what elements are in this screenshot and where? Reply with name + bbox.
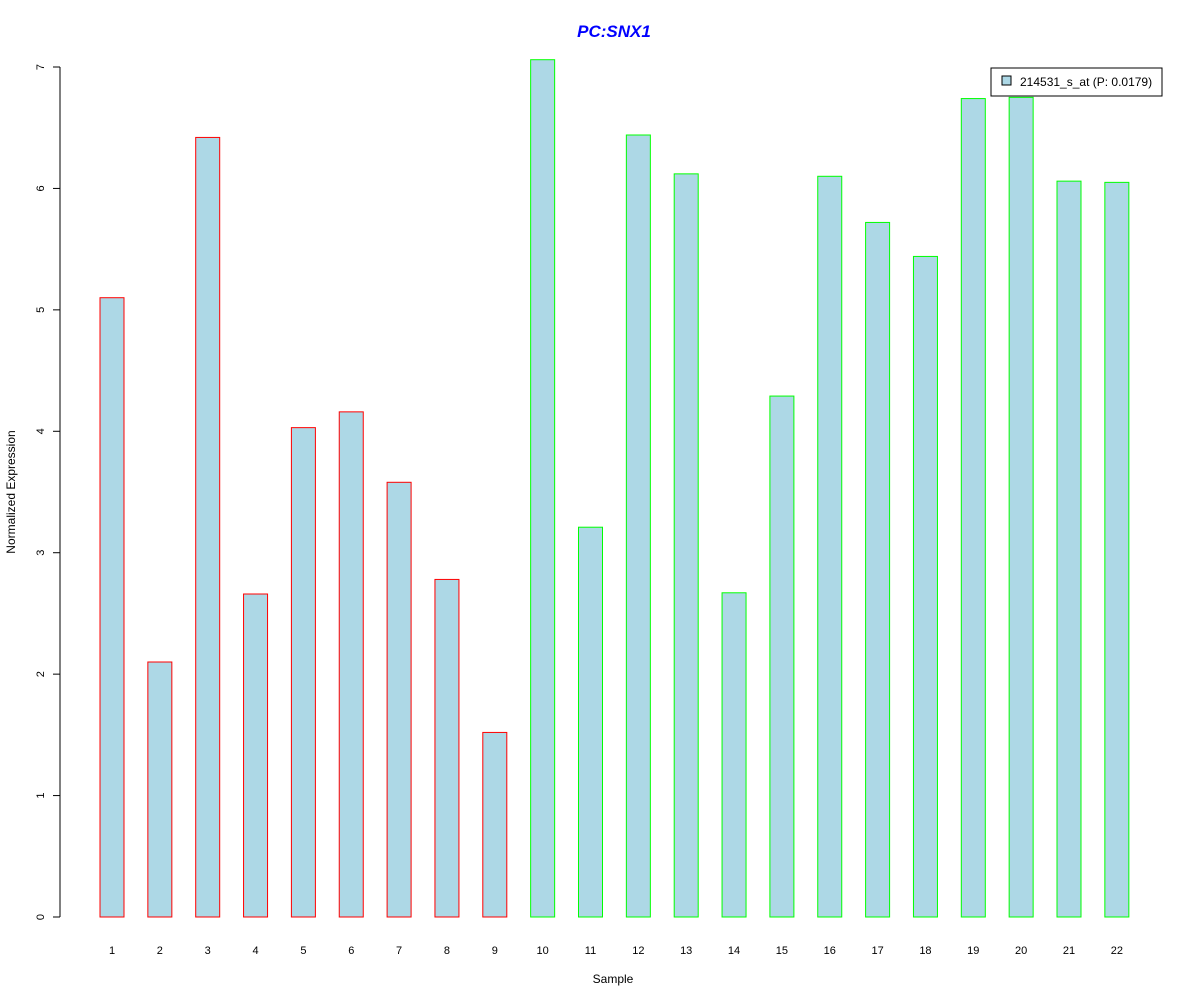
x-tick-label: 5 xyxy=(300,945,306,957)
bar-sample-5 xyxy=(290,427,316,918)
x-tick-label: 20 xyxy=(1015,945,1027,957)
bar-sample-3 xyxy=(195,136,221,918)
x-tick-label: 8 xyxy=(444,945,450,957)
y-tick-label: 4 xyxy=(35,428,47,434)
y-tick-label: 6 xyxy=(35,185,47,191)
y-tick-label: 7 xyxy=(35,64,47,70)
x-tick-label: 3 xyxy=(205,945,211,957)
bar-sample-14 xyxy=(721,592,747,918)
bar-sample-11 xyxy=(578,526,603,918)
x-tick-label: 22 xyxy=(1111,945,1123,957)
x-tick-label: 6 xyxy=(348,945,354,957)
x-tick-label: 4 xyxy=(252,945,258,957)
y-tick-label: 2 xyxy=(35,671,47,677)
bar-sample-22 xyxy=(1104,181,1130,918)
legend: 214531_s_at (P: 0.0179) xyxy=(990,67,1163,97)
x-tick-label: 17 xyxy=(871,945,883,957)
bar-sample-19 xyxy=(960,98,986,918)
bar-sample-18 xyxy=(912,255,938,918)
bar-sample-2 xyxy=(147,661,173,918)
x-tick-label: 7 xyxy=(396,945,402,957)
x-tick-label: 11 xyxy=(585,945,596,957)
bar-sample-21 xyxy=(1056,180,1082,918)
x-tick-label: 13 xyxy=(680,945,692,957)
x-tick-label: 1 xyxy=(109,945,115,957)
y-tick-label: 5 xyxy=(35,307,47,313)
x-tick-label: 19 xyxy=(967,945,979,957)
bar-sample-1 xyxy=(99,297,125,918)
bar-sample-4 xyxy=(243,593,269,918)
y-tick-label: 0 xyxy=(35,914,47,920)
bar-sample-12 xyxy=(625,134,651,918)
x-tick-label: 12 xyxy=(632,945,644,957)
bar-sample-10 xyxy=(530,59,556,918)
bar-sample-9 xyxy=(482,731,508,918)
x-tick-label: 15 xyxy=(776,945,788,957)
bars xyxy=(99,59,1130,918)
y-axis-label: Normalized Expression xyxy=(4,430,18,553)
bar-sample-15 xyxy=(769,395,795,918)
x-tick-label: 9 xyxy=(492,945,498,957)
chart-title: PC:SNX1 xyxy=(577,22,651,41)
x-tick-label: 14 xyxy=(728,945,740,957)
x-tick-label: 10 xyxy=(537,945,549,957)
bar-sample-8 xyxy=(434,578,460,918)
y-tick-label: 1 xyxy=(35,793,47,799)
legend-box xyxy=(990,67,1163,97)
x-axis-label: Sample xyxy=(593,972,634,986)
x-tick-label: 21 xyxy=(1063,945,1075,957)
y-tick-label: 3 xyxy=(35,550,47,556)
x-tick-label: 18 xyxy=(919,945,931,957)
bar-sample-7 xyxy=(386,481,412,918)
x-tick-labels: 1 2 3 4 5 6 7 8 9 10 11 12 13 14 15 16 17 18 19 20 21 22 xyxy=(109,945,1123,957)
x-tick-label: 16 xyxy=(824,945,836,957)
bar-sample-17 xyxy=(865,221,891,918)
legend-label: 214531_s_at (P: 0.0179) xyxy=(1020,75,1152,89)
legend-swatch xyxy=(1001,75,1012,86)
bar-sample-6 xyxy=(338,411,364,918)
x-tick-label: 2 xyxy=(157,945,163,957)
y-axis: 0 1 2 3 4 5 6 7 xyxy=(35,64,61,920)
bar-sample-16 xyxy=(817,175,843,918)
bar-sample-20 xyxy=(1008,96,1034,918)
bar-sample-13 xyxy=(673,173,699,918)
